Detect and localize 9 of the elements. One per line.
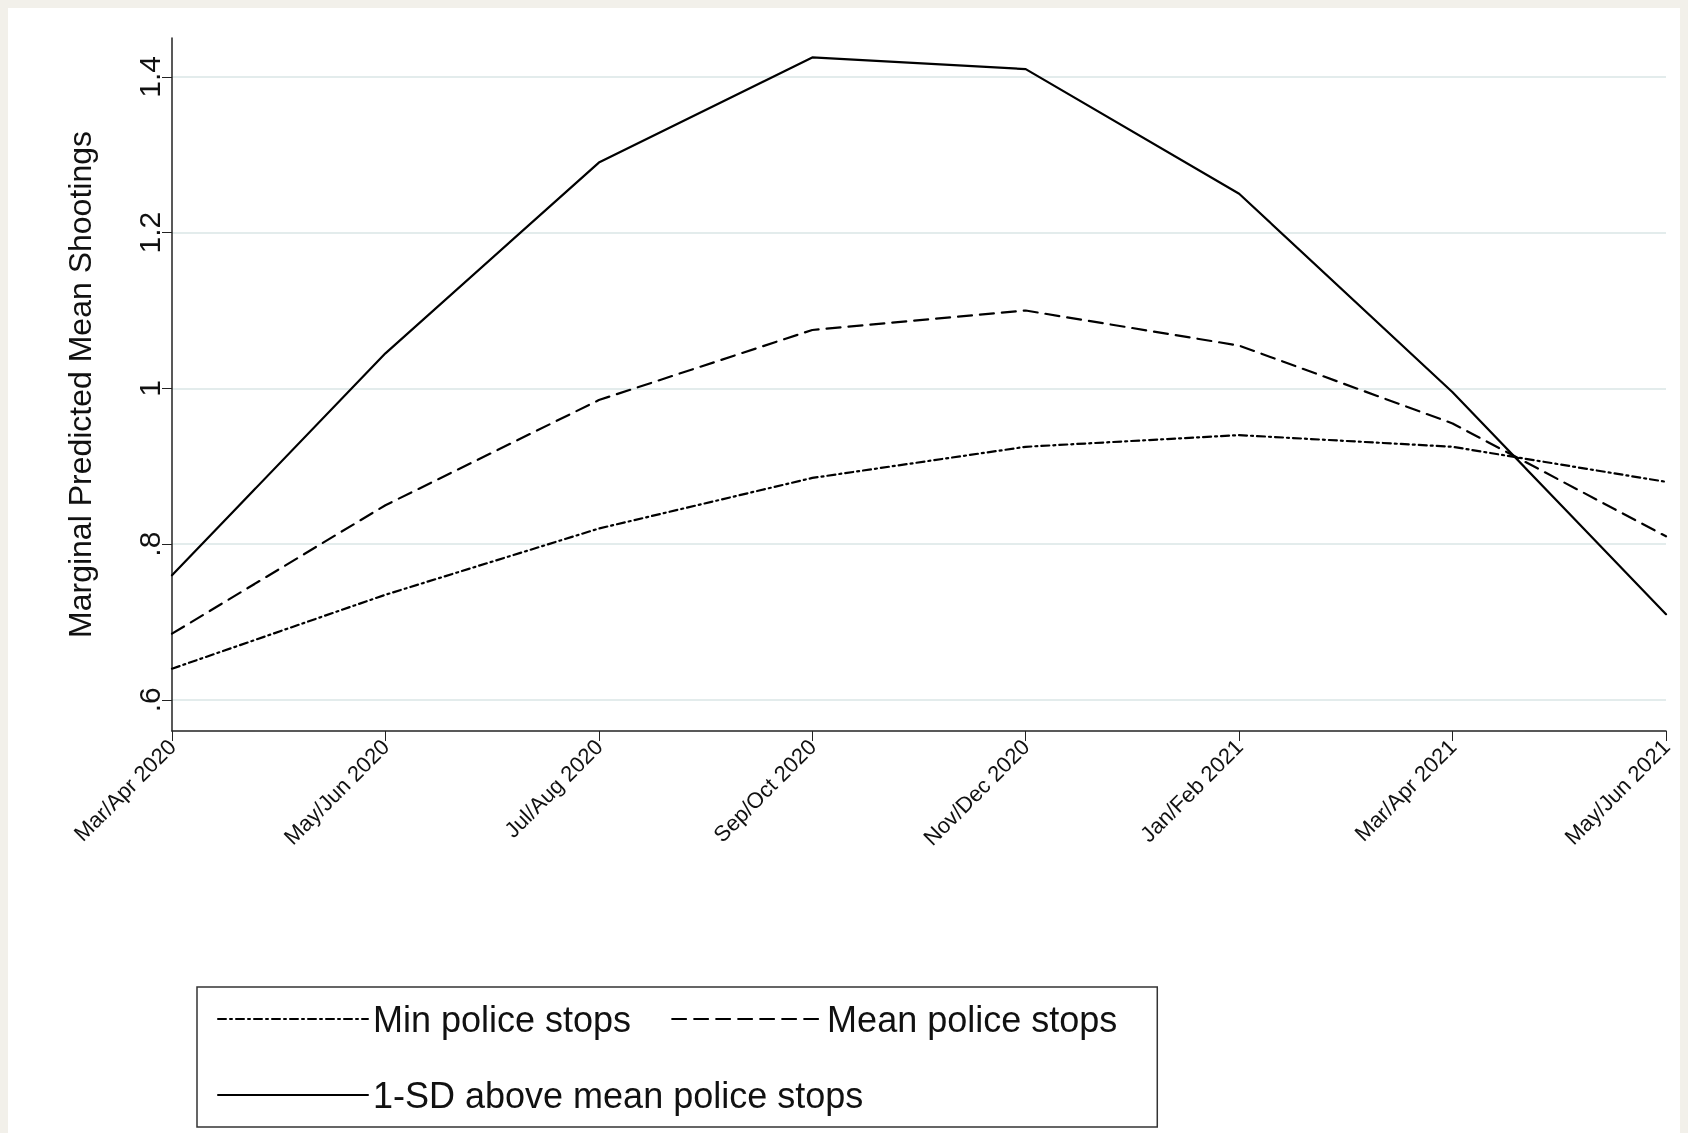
legend-label: Mean police stops [827,998,1118,1040]
legend-label: Min police stops [373,998,632,1040]
y-tick-label: 1 [132,380,166,397]
y-tick-label: .6 [132,687,166,713]
y-tick-label: 1.2 [132,211,166,254]
y-tick-label: 1.4 [132,56,166,98]
y-axis-title: Marginal Predicted Mean Shootings [62,131,98,638]
y-tick-label: .8 [132,531,166,557]
legend-label: 1-SD above mean police stops [373,1074,864,1116]
